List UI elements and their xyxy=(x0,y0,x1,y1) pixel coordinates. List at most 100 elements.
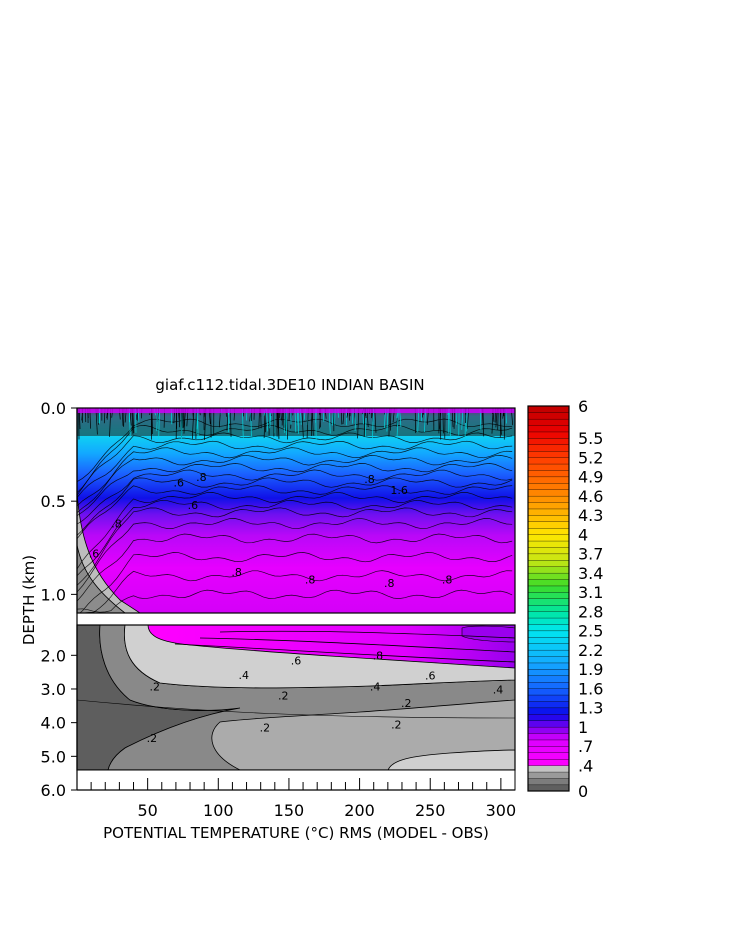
upper-contour-line xyxy=(77,424,513,493)
colorbar-cell xyxy=(527,675,570,683)
colorbar-cell xyxy=(527,495,570,503)
y-axis-ticks: 0.0 0.5 1.0 2.0 3.0 4.0 5.0 6.0 xyxy=(41,399,77,800)
surface-spikes xyxy=(77,408,515,440)
colorbar-cell xyxy=(527,694,570,702)
colorbar-label: 3.1 xyxy=(578,583,603,602)
colorbar-cell xyxy=(527,450,570,458)
colorbar-cell xyxy=(527,437,570,445)
surface-magenta-band xyxy=(77,408,515,413)
contour-label: .4 xyxy=(370,680,381,693)
contour-label: .2 xyxy=(278,690,289,703)
colorbar-cell xyxy=(527,463,570,471)
colorbar-cell xyxy=(527,546,570,555)
y-tick-label: 3.0 xyxy=(41,680,66,699)
lower-panel xyxy=(76,624,516,771)
contour-labels: .6 .8 .8 .8 .8 .8 .6 .8 .8 1.6 .6 .8 .6 .6 .4 .4 .4 .2 .2.… xyxy=(89,471,504,745)
upper-contour-line xyxy=(77,440,513,498)
colorbar-label: 4 xyxy=(578,525,588,544)
colorbar-label: 1.6 xyxy=(578,679,603,698)
colorbar-cell xyxy=(527,630,570,638)
colorbar-cell xyxy=(527,611,570,619)
colorbar-cell xyxy=(527,598,570,606)
colorbar-label: 1.3 xyxy=(578,699,603,718)
surface-spike xyxy=(191,408,195,439)
colorbar-cell xyxy=(527,726,570,734)
colorbar-cell xyxy=(527,585,570,593)
colorbar-cell xyxy=(527,425,570,433)
colorbar-label: 5.2 xyxy=(578,448,603,467)
colorbar-label: .4 xyxy=(578,756,593,775)
colorbar-cell xyxy=(527,707,570,715)
y-tick-label: 1.0 xyxy=(41,585,66,604)
colorbar-cell xyxy=(527,784,570,792)
contour-label: .6 xyxy=(89,547,100,560)
colorbar-cell xyxy=(527,489,570,497)
x-axis-tick-labels: 50 100 150 200 250 300 xyxy=(137,801,516,820)
upper-panel xyxy=(76,407,516,614)
y-tick-label: 6.0 xyxy=(41,781,66,800)
colorbar-cell xyxy=(527,559,570,567)
y-tick-label: 0.0 xyxy=(41,399,66,418)
upper-panel-fill xyxy=(77,408,515,613)
colorbar-frame xyxy=(527,405,570,792)
x-tick-label: 150 xyxy=(274,801,305,820)
contour-label: .6 xyxy=(188,499,199,512)
upper-contour-line xyxy=(79,552,513,613)
colorbar-cell xyxy=(527,534,570,542)
x-tick-label: 250 xyxy=(415,801,446,820)
contour-label: .2 xyxy=(401,697,412,710)
colorbar-cell xyxy=(527,502,570,510)
x-tick-label: 300 xyxy=(486,801,517,820)
colorbar-cells xyxy=(527,405,570,792)
surface-spike xyxy=(396,408,399,439)
colorbar-cell xyxy=(527,579,570,587)
x-tick-label: 200 xyxy=(344,801,375,820)
colorbar-labels: 65.55.24.94.64.343.73.43.12.82.52.21.91.… xyxy=(578,397,603,801)
colorbar-cell xyxy=(527,681,570,689)
colorbar-cell xyxy=(527,405,570,413)
colorbar-cell xyxy=(527,733,570,741)
colorbar-cell xyxy=(527,739,570,747)
colorbar-label: 5.5 xyxy=(578,429,603,448)
colorbar-cell xyxy=(527,572,570,580)
lower-right-purple-spot xyxy=(461,625,515,643)
colorbar-cell xyxy=(527,591,570,599)
chart-title: giaf.c112.tidal.3DE10 INDIAN BASIN xyxy=(155,376,424,394)
surface-spike xyxy=(503,408,506,440)
colorbar-cell xyxy=(527,713,570,721)
colorbar-cell xyxy=(527,688,570,696)
x-axis-title: POTENTIAL TEMPERATURE (°C) RMS (MODEL - … xyxy=(103,824,489,842)
colorbar-label: 1 xyxy=(578,718,588,737)
surface-spike xyxy=(158,408,160,440)
upper-contour-line xyxy=(77,517,513,593)
contour-label: .8 xyxy=(111,518,122,531)
colorbar-cell xyxy=(527,765,570,773)
colorbar-cell xyxy=(527,745,570,753)
contour-label: .6 xyxy=(425,670,436,683)
upper-contour-line xyxy=(77,491,513,570)
upper-contour-line xyxy=(77,447,513,507)
colorbar-label: 4.6 xyxy=(578,487,603,506)
colorbar-cell xyxy=(527,444,570,452)
colorbar-cell xyxy=(527,527,570,535)
contour-label: .6 xyxy=(173,477,184,490)
colorbar-cell xyxy=(527,617,570,625)
colorbar-label: 0 xyxy=(578,782,588,801)
colorbar-cell xyxy=(527,720,570,728)
colorbar-cell xyxy=(527,604,570,612)
colorbar-cell xyxy=(527,418,570,426)
y-tick-label: 0.5 xyxy=(41,492,66,511)
colorbar-cell xyxy=(527,777,570,786)
upper-contour-line xyxy=(77,499,513,576)
colorbar-cell xyxy=(527,649,570,657)
surface-spike xyxy=(306,408,309,439)
contour-label: .8 xyxy=(196,471,207,484)
contour-label: .8 xyxy=(442,573,453,586)
contour-label: 1.6 xyxy=(390,484,408,497)
lower-contour-b xyxy=(199,637,515,653)
colorbar-label: 3.4 xyxy=(578,564,603,583)
contour-label: .2 xyxy=(260,722,271,735)
colorbar-cell xyxy=(527,469,570,478)
contour-label: .6 xyxy=(291,654,302,667)
